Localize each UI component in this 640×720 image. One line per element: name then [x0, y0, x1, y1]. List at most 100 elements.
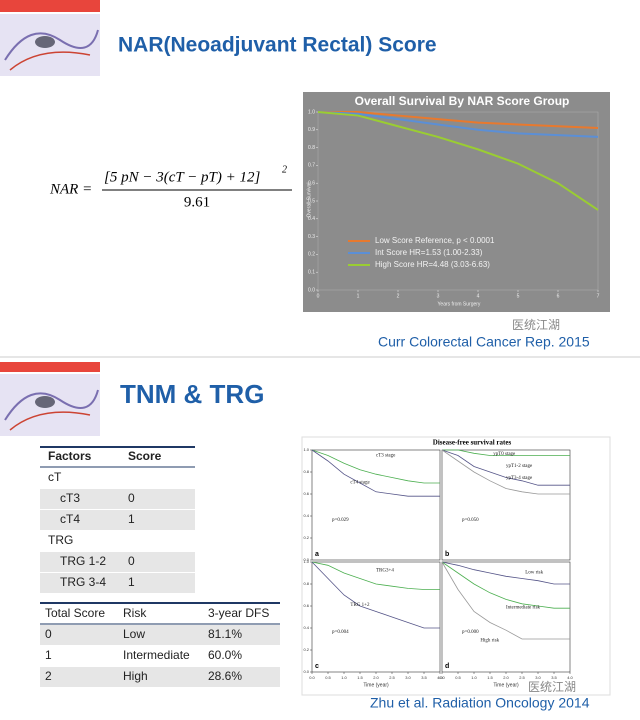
y-tick-label: 0.3	[308, 234, 315, 240]
x-tick-label: 2.5	[519, 675, 525, 680]
table-cell: cT3	[60, 491, 80, 505]
table-header: Score	[128, 449, 162, 463]
series-label: Intermediate risk	[506, 606, 541, 611]
table-cell: 0	[45, 627, 52, 641]
series-label: Low risk	[525, 571, 543, 576]
x-tick-label: 0.0	[309, 675, 315, 680]
series-line	[441, 449, 570, 495]
red-bar	[0, 362, 100, 372]
series-label: High risk	[480, 639, 499, 644]
x-tick-label: 0	[317, 293, 320, 299]
table-cell: cT	[48, 470, 62, 484]
table-cell: 2	[45, 669, 52, 683]
panel-label: d	[445, 663, 449, 670]
x-tick-label: 7	[597, 293, 600, 299]
table-header: Risk	[123, 606, 147, 620]
p-value: p=0.050	[462, 518, 479, 523]
series-line	[441, 561, 570, 640]
series-label: cT3 stage	[376, 453, 396, 458]
series-line	[317, 111, 599, 211]
series-line	[441, 449, 570, 486]
legend-label: Low Score Reference, p < 0.0001	[375, 236, 495, 245]
table-cell: 81.1%	[208, 627, 242, 641]
formula-numerator: [5 pN − 3(cT − pT) + 12]	[104, 169, 261, 185]
panel-label: b	[445, 551, 449, 558]
table-row-bg	[40, 552, 195, 572]
table-row-bg	[40, 510, 195, 530]
table-header: Total Score	[45, 606, 105, 620]
table-row-bg	[40, 489, 195, 509]
series-line	[442, 449, 570, 456]
x-tick-label: 1.0	[341, 675, 347, 680]
table-cell: Intermediate	[123, 648, 190, 662]
x-tick-label: 4.0	[437, 675, 443, 680]
table-cell: 0	[128, 554, 135, 568]
y-tick-label: 0.6	[308, 181, 315, 187]
figure-title: Disease-free survival rates	[433, 439, 512, 447]
y-tick-label: 0.2	[308, 252, 315, 258]
series-line	[311, 449, 440, 484]
table-cell: 1	[128, 575, 135, 589]
y-tick-label: 0.7	[308, 163, 315, 169]
p-value: p=0.004	[332, 630, 349, 635]
legend-label: High Score HR=4.48 (3.03-6.63)	[375, 260, 490, 269]
y-tick-label: 0.6	[303, 491, 309, 496]
citation: Zhu et al. Radiation Oncology 2014	[370, 695, 590, 711]
panel-label: c	[315, 663, 319, 670]
table-cell: 60.0%	[208, 648, 242, 662]
x-tick-label: 2.5	[389, 675, 395, 680]
x-axis-label: Time (year)	[493, 682, 519, 688]
panel-label: a	[315, 551, 319, 558]
watermark: 医统江湖	[528, 679, 576, 694]
formula-exponent: 2	[282, 164, 287, 175]
x-tick-label: 0.5	[325, 675, 331, 680]
x-tick-label: 3.5	[421, 675, 427, 680]
x-tick-label: 2	[397, 293, 400, 299]
x-tick-label: 3.0	[535, 675, 541, 680]
y-tick-label: 0.8	[303, 581, 309, 586]
series-line	[317, 111, 599, 138]
table-cell: TRG 3-4	[60, 575, 106, 589]
p-value: p=0.000	[462, 630, 479, 635]
x-axis-label: Years from Surgery	[438, 301, 481, 307]
formula-lhs: NAR =	[49, 181, 92, 197]
x-tick-label: 3.5	[551, 675, 557, 680]
chart-frame	[303, 92, 610, 312]
x-tick-label: 2.0	[373, 675, 379, 680]
plot-area	[311, 449, 441, 561]
y-axis-label: Overall Survival	[306, 182, 312, 217]
chart-title: Overall Survival By NAR Score Group	[355, 94, 570, 108]
table-header: Factors	[48, 449, 92, 463]
table-cell: TRG 1-2	[60, 554, 106, 568]
y-tick-label: 0.1	[308, 270, 315, 276]
x-tick-label: 5	[517, 293, 520, 299]
y-tick-label: 0.8	[308, 145, 315, 151]
slide-title: TNM & TRG	[120, 379, 264, 409]
series-line	[441, 561, 570, 609]
series-label: ypT1-2 stage	[506, 464, 533, 469]
tables: Factors Score cT cT3 0 cT4 1 TRG TRG 1-2 0 TRG 3-4…	[40, 446, 280, 687]
x-tick-label: 0.5	[455, 675, 461, 680]
formula-denominator: 9.61	[184, 194, 210, 210]
series-line	[441, 561, 570, 585]
y-tick-label: 0.4	[303, 625, 309, 630]
y-tick-label: 1.0	[303, 447, 309, 452]
y-tick-label: 1.0	[308, 109, 315, 115]
formula: NAR = [5 pN − 3(cT − pT) + 12] 2 9.61	[49, 164, 292, 210]
table-cell: 28.6%	[208, 669, 242, 683]
series-line	[311, 449, 440, 497]
x-tick-label: 6	[557, 293, 560, 299]
red-bar	[0, 0, 100, 12]
table-cell: cT4	[60, 512, 80, 526]
y-tick-label: 1.0	[303, 559, 309, 564]
p-value: p=0.029	[332, 518, 349, 523]
watermark: 医统江湖	[512, 317, 560, 332]
y-tick-label: 0.5	[308, 198, 315, 204]
table-cell: 1	[45, 648, 52, 662]
table-header: 3-year DFS	[208, 606, 269, 620]
y-tick-label: 0.4	[308, 216, 315, 222]
x-tick-label: 1	[357, 293, 360, 299]
y-tick-label: 0.0	[303, 669, 309, 674]
table-row-bg	[40, 573, 195, 593]
